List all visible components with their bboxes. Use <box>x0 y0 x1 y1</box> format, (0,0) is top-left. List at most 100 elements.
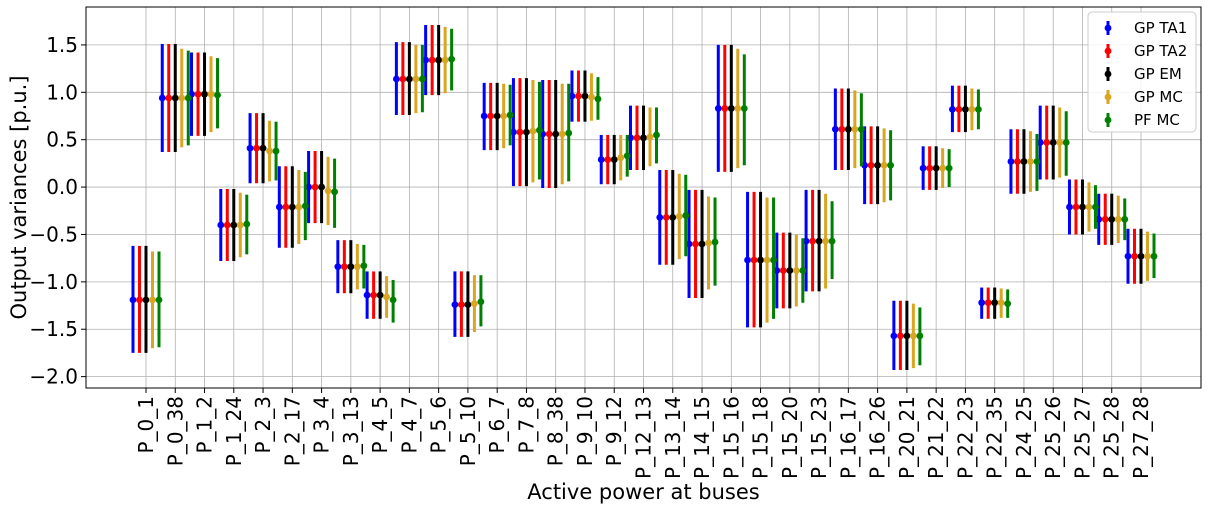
data-point <box>714 105 722 112</box>
data-point <box>802 237 810 245</box>
data-point <box>376 291 384 299</box>
y-axis-label: Output variances [p.u.] <box>7 75 31 319</box>
data-point <box>1049 139 1057 146</box>
data-point <box>1150 252 1158 260</box>
legend-marker-point <box>1104 70 1112 78</box>
data-point <box>740 105 748 112</box>
data-point <box>757 256 764 264</box>
data-point <box>558 130 566 138</box>
x-tick-label: P_2_3 <box>251 396 275 454</box>
data-point <box>243 220 251 228</box>
data-point <box>155 296 163 304</box>
data-point <box>1092 203 1099 211</box>
data-point <box>523 128 530 136</box>
series-gp-ta1 <box>129 25 1132 370</box>
data-point <box>653 131 660 139</box>
data-point <box>692 240 699 248</box>
data-point <box>909 332 917 340</box>
x-tick-label: P_22_23 <box>953 396 977 479</box>
tick-layer: −2.0−1.5−1.0−0.50.00.51.01.5P_0_1 P_0_38 P… <box>29 33 1153 479</box>
x-tick-label: P_5_6 <box>427 396 451 454</box>
data-point <box>682 212 690 219</box>
data-point <box>552 130 560 138</box>
x-tick-label: P_1_2 <box>193 396 217 454</box>
data-point <box>939 164 947 172</box>
data-point <box>962 105 969 113</box>
data-point <box>880 161 888 169</box>
data-point <box>334 263 342 271</box>
data-point <box>955 105 963 113</box>
data-point <box>874 161 882 169</box>
series-layer <box>129 25 1158 370</box>
x-tick-label: P_2_17 <box>280 396 304 466</box>
data-point <box>136 296 143 304</box>
data-point <box>727 105 735 112</box>
x-tick-label: P_25_26 <box>1041 396 1065 479</box>
data-point <box>253 144 260 152</box>
data-point <box>194 90 202 98</box>
legend-label: GP EM <box>1134 65 1182 83</box>
data-point <box>1144 252 1151 260</box>
data-point <box>418 75 426 83</box>
data-point <box>997 299 1005 307</box>
data-point <box>363 291 371 299</box>
data-point <box>822 237 829 245</box>
x-tick-label: P_16_17 <box>836 396 860 479</box>
data-point <box>171 94 179 102</box>
data-point <box>545 130 553 138</box>
data-point <box>565 129 573 137</box>
data-point <box>510 128 517 136</box>
data-point <box>1108 215 1116 223</box>
data-point <box>184 94 192 102</box>
data-point <box>288 203 296 211</box>
data-point <box>581 92 589 100</box>
x-tick-label: P_3_13 <box>339 396 363 466</box>
grid-layer <box>86 7 1201 388</box>
data-point <box>506 111 514 119</box>
legend-marker-point <box>1104 93 1112 101</box>
data-point <box>435 56 443 64</box>
legend-item: GP MC <box>1104 88 1183 106</box>
data-point <box>1085 203 1093 211</box>
data-point <box>487 112 495 120</box>
data-point <box>458 301 465 308</box>
legend-box <box>1087 11 1197 133</box>
data-point <box>305 183 312 191</box>
data-point <box>975 105 982 113</box>
data-point <box>1066 203 1073 211</box>
data-point <box>685 240 693 248</box>
data-point <box>1137 252 1145 260</box>
x-tick-label: P_0_38 <box>163 396 187 466</box>
x-tick-label: P_9_12 <box>602 396 626 466</box>
data-point <box>360 262 368 270</box>
legend-marker-point <box>1104 24 1112 32</box>
y-tick-label: 0.5 <box>46 128 78 152</box>
data-point <box>734 105 742 112</box>
data-point <box>493 112 501 120</box>
data-point <box>230 221 238 229</box>
data-point <box>831 125 839 133</box>
data-point <box>214 91 221 99</box>
legend-item: PF MC <box>1104 111 1180 129</box>
data-point <box>809 237 816 245</box>
data-point <box>646 133 654 141</box>
data-point <box>451 301 459 308</box>
data-point <box>295 203 303 211</box>
y-tick-label: 0.0 <box>46 175 78 199</box>
y-tick-label: −1.0 <box>29 270 78 294</box>
data-point <box>301 202 309 210</box>
data-point <box>588 93 595 101</box>
x-tick-label: P_0_1 <box>134 396 158 454</box>
x-tick-label: P_12_13 <box>632 396 656 479</box>
data-point <box>844 125 852 133</box>
data-point <box>266 147 273 155</box>
legend-label: GP MC <box>1134 88 1183 106</box>
data-point <box>318 183 325 191</box>
data-point <box>275 203 283 211</box>
x-tick-label: P_4_5 <box>368 396 392 454</box>
data-point <box>662 214 670 221</box>
data-point <box>890 332 898 340</box>
series-pf-mc <box>155 28 1158 366</box>
data-point <box>633 134 641 142</box>
data-point <box>129 296 137 304</box>
